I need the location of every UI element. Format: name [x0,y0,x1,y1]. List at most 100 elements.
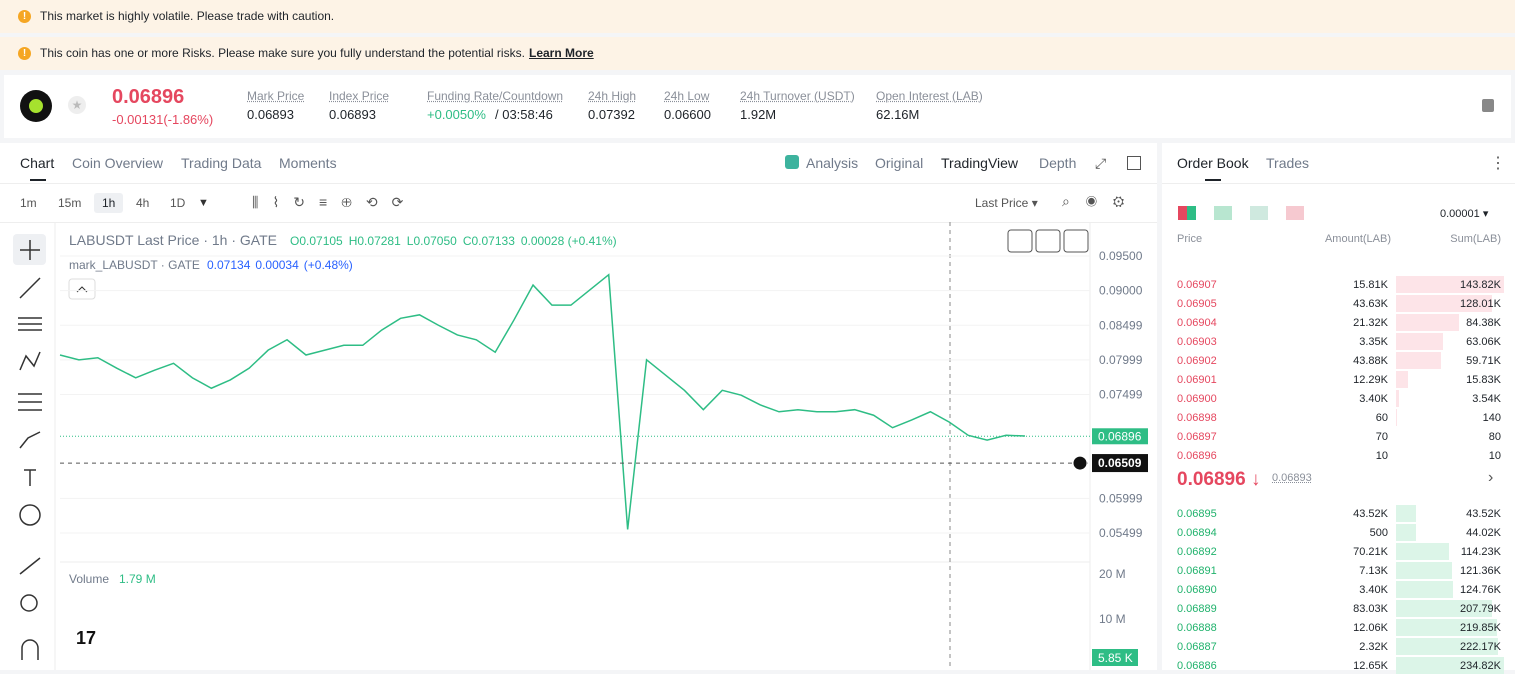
ob-price[interactable]: 0.06898 [1177,412,1217,424]
banner-text: This coin has one or more Risks. Please … [40,37,525,70]
menu-icon[interactable] [1482,99,1494,112]
more[interactable]: ⋮ [1490,153,1506,173]
ob-sum: 43.52K [1466,508,1501,520]
ob-amount: 12.06K [1353,622,1388,634]
depth-bar [1396,333,1443,350]
ob-amount: 15.81K [1353,279,1388,291]
stat-label: Open Interest (LAB) [876,89,983,103]
learn-more[interactable]: Learn More [529,37,594,70]
ob-sum: 207.79K [1460,603,1501,615]
analysis-icon [785,155,799,169]
depth-bar [1396,371,1408,388]
view-tab[interactable]: Original [875,155,923,171]
ohlc-value: C0.07133 [463,234,515,248]
chart-actions[interactable]: ⌕◉⚙ [1062,193,1140,210]
ob-amount: 60 [1376,412,1388,424]
warning-banner: !This market is highly volatile. Please … [0,0,1515,33]
stat-extra: / 03:58:46 [495,107,553,122]
chart-tab[interactable]: Chart [20,155,54,171]
chart-tab[interactable]: Trading Data [181,155,261,171]
ob-sum: 80 [1489,431,1501,443]
ob-price[interactable]: 0.06896 [1177,450,1217,462]
view-asks[interactable] [1250,206,1268,220]
ob-header: Price [1177,233,1202,245]
view-tab[interactable]: Depth [1039,155,1076,171]
ob-amount: 12.29K [1353,374,1388,386]
ob-price[interactable]: 0.06905 [1177,298,1217,310]
ob-sum: 143.82K [1460,279,1501,291]
view-tab[interactable]: TradingView [941,155,1018,171]
price-source[interactable]: Last Price ▾ [975,196,1038,210]
ob-price[interactable]: 0.06895 [1177,508,1217,520]
interval[interactable]: 1h [94,193,123,213]
view-tab[interactable]: Analysis [806,155,858,171]
ob-amount: 500 [1370,527,1388,539]
ob-last-value: 0.06896 [1177,469,1246,490]
ob-sum: 124.76K [1460,584,1501,596]
chart-tab[interactable]: Moments [279,155,337,171]
ob-price[interactable]: 0.06887 [1177,641,1217,653]
volume-axis-label: 20 M [1099,567,1126,581]
y-tick-label: 0.09500 [1099,249,1143,263]
last-price: 0.06896 [112,86,184,109]
ob-price[interactable]: 0.06897 [1177,431,1217,443]
price-line [60,275,1025,530]
depth-bar [1396,352,1441,369]
ob-price[interactable]: 0.06902 [1177,355,1217,367]
ob-price[interactable]: 0.06907 [1177,279,1217,291]
ob-price[interactable]: 0.06903 [1177,336,1217,348]
ob-price[interactable]: 0.06891 [1177,565,1217,577]
drawing-tools[interactable] [18,240,42,660]
ob-sum: 15.83K [1466,374,1501,386]
ob-price[interactable]: 0.06889 [1177,603,1217,615]
volume-last: 5.85 K [1098,651,1133,665]
toolbar-icons[interactable]: ⫼⌇↻≡⊕⟲⟳ [252,194,417,211]
stat-value: 0.06893 [329,107,376,122]
ob-header: Amount(LAB) [1325,233,1391,245]
stat-label: Funding Rate/Countdown [427,89,563,103]
ob-sum: 10 [1489,450,1501,462]
interval-dropdown[interactable]: ▼ [198,197,209,209]
y-tick-label: 0.07999 [1099,353,1143,367]
mark-value: 0.07134 [207,258,251,272]
stat-label: 24h Low [664,89,709,103]
pane-buttons[interactable] [1008,230,1088,252]
interval[interactable]: 1m [20,193,37,213]
ob-price[interactable]: 0.06904 [1177,317,1217,329]
ob-price[interactable]: 0.06892 [1177,546,1217,558]
view-both[interactable] [1178,206,1196,220]
ob-sum: 140 [1483,412,1501,424]
chart-tab[interactable]: Coin Overview [72,155,163,171]
view-bids[interactable] [1214,206,1232,220]
stat-value: 1.92M [740,107,776,122]
ob-price[interactable]: 0.06900 [1177,393,1217,405]
interval[interactable]: 4h [136,193,149,213]
y-tick-label: 0.05499 [1099,526,1143,540]
collapse[interactable] [69,279,95,299]
interval[interactable]: 1D [170,193,185,213]
ob-amount: 7.13K [1359,565,1388,577]
volume-label: Volume [69,572,109,586]
ob-tab[interactable]: Order Book [1177,155,1249,171]
ob-amount: 12.65K [1353,660,1388,672]
fullscreen[interactable]: ⤢ [1095,155,1106,172]
view-asks-only[interactable] [1286,206,1304,220]
interval[interactable]: 15m [58,193,81,213]
window-toggle[interactable] [1127,156,1141,170]
ob-price[interactable]: 0.06890 [1177,584,1217,596]
ob-price[interactable]: 0.06888 [1177,622,1217,634]
ob-tab[interactable]: Trades [1266,155,1309,171]
ob-price[interactable]: 0.06901 [1177,374,1217,386]
favorite[interactable]: ★ [68,96,86,114]
ohlc-value: L0.07050 [407,234,457,248]
stat-value: 0.06893 [247,107,294,122]
ob-price[interactable]: 0.06894 [1177,527,1217,539]
ob-sum: 222.17K [1460,641,1501,653]
price-source-label: Last Price [975,196,1028,210]
ob-sum: 128.01K [1460,298,1501,310]
precision[interactable]: 0.00001 ▾ [1440,207,1488,220]
mark-symbol: mark_LABUSDT · GATE [69,258,200,272]
ob-more[interactable]: › [1488,469,1493,487]
ob-price[interactable]: 0.06886 [1177,660,1217,672]
